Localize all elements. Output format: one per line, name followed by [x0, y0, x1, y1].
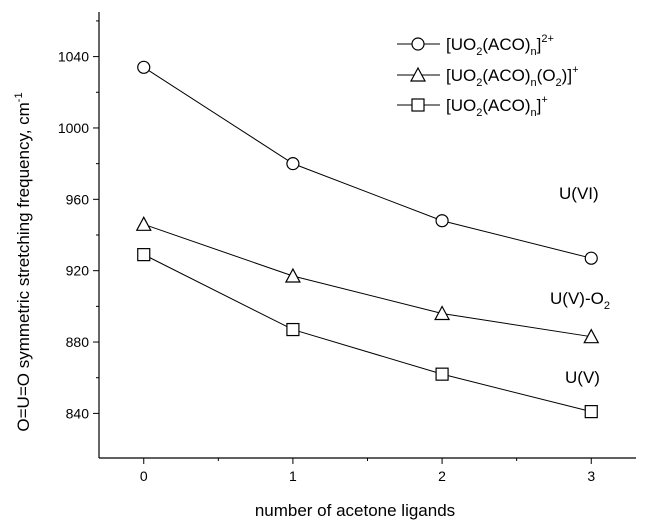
svg-text:[UO2(ACO)n]+: [UO2(ACO)n]+	[446, 94, 548, 119]
data-point-square	[585, 406, 597, 418]
legend-entry-triangle: [UO2(ACO)n(O2)]+	[397, 64, 579, 89]
x-tick-label: 3	[587, 468, 595, 484]
y-tick-label: 920	[66, 263, 90, 279]
data-point-triangle	[286, 269, 300, 282]
x-axis: 0 1 2 3	[140, 458, 596, 484]
svg-text:[UO2(ACO)n]2+: [UO2(ACO)n]2+	[446, 33, 554, 58]
y-axis-title-superscript: -1	[13, 92, 25, 102]
data-point-circle	[436, 215, 448, 227]
y-axis: 840 880 920 960 1000 1040	[58, 21, 99, 421]
data-point-square	[287, 324, 299, 336]
y-tick-label: 1040	[58, 49, 89, 65]
x-tick-label: 0	[140, 468, 148, 484]
data-point-circle	[138, 61, 150, 73]
legend-entry-square: [UO2(ACO)n]+	[397, 94, 548, 119]
data-point-triangle	[137, 217, 151, 230]
series-label-u-vi: U(VI)	[559, 184, 599, 203]
series-label-u-v-o2-sub: 2	[604, 300, 610, 312]
x-tick-label: 2	[438, 468, 446, 484]
series-line-square	[144, 255, 592, 412]
x-axis-title: number of acetone ligands	[255, 501, 455, 520]
y-tick-label: 960	[66, 191, 90, 207]
y-tick-label: 840	[66, 405, 90, 421]
data-point-triangle	[435, 306, 449, 319]
y-tick-label: 1000	[58, 120, 89, 136]
y-axis-title: O=U=O symmetric stretching frequency, cm…	[13, 92, 33, 431]
series-label-u-v-o2-main: U(V)-O	[550, 289, 604, 308]
data-point-circle	[585, 252, 597, 264]
y-tick-label: 880	[66, 334, 90, 350]
legend: [UO2(ACO)n]2+ [UO2(ACO)n(O2)]+ [UO2(ACO)…	[397, 33, 579, 119]
series-label-u-v: U(V)	[565, 368, 600, 387]
series-label-u-v-o2: U(V)-O2	[550, 289, 610, 312]
y-axis-title-text: O=U=O symmetric stretching frequency, cm	[14, 102, 33, 431]
legend-entry-circle: [UO2(ACO)n]2+	[397, 33, 554, 58]
x-tick-label: 1	[289, 468, 297, 484]
svg-text:[UO2(ACO)n(O2)]+: [UO2(ACO)n(O2)]+	[446, 64, 579, 89]
data-point-square	[138, 249, 150, 261]
data-point-circle	[287, 158, 299, 170]
data-point-square	[436, 368, 448, 380]
